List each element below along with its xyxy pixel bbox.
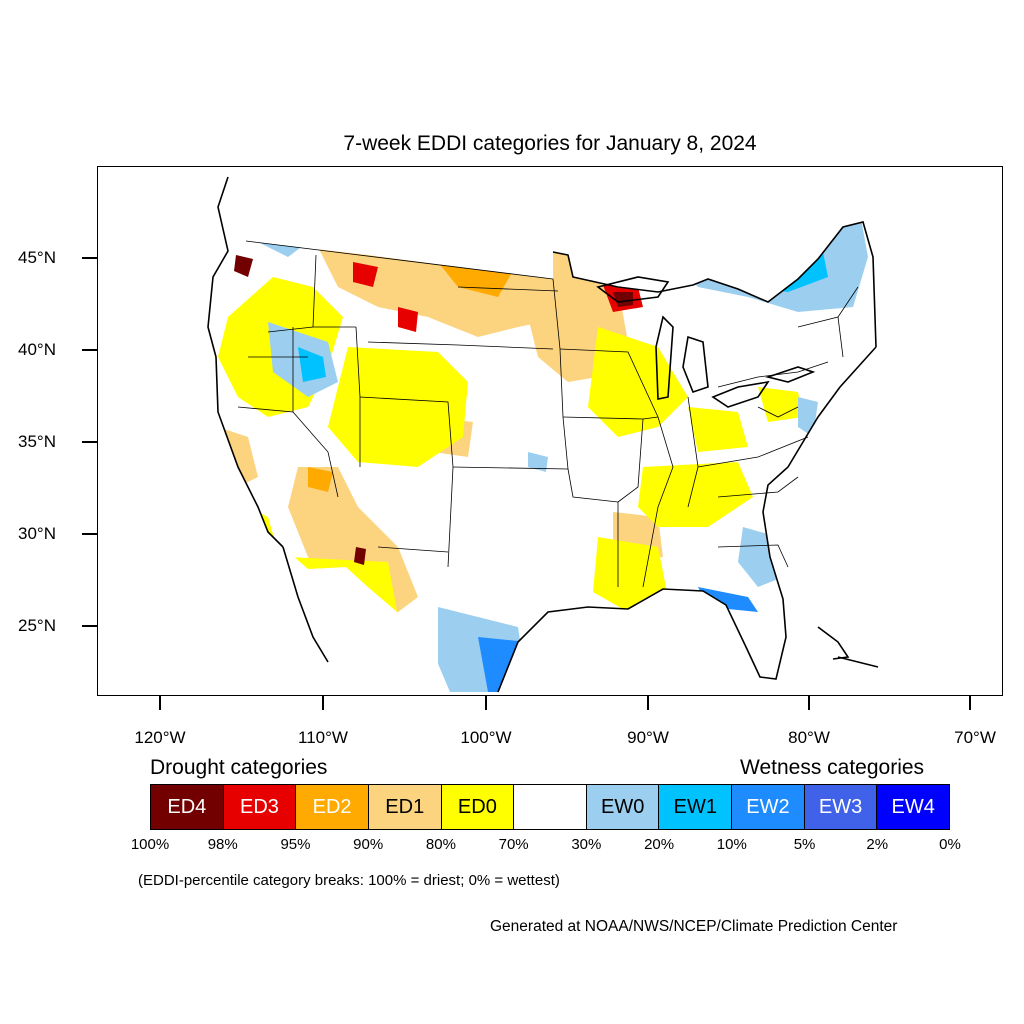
- lon-tick-mark: [647, 696, 649, 710]
- legend-break-label: 90%: [353, 836, 384, 853]
- legend-swatch-normal: [514, 785, 587, 829]
- legend-color-bar: ED4 ED3 ED2 ED1 ED0 EW0 EW1 EW2 EW3 EW4: [150, 784, 950, 830]
- lat-tick-30: 30°N: [18, 524, 56, 543]
- eddi-shading: [218, 222, 868, 692]
- lon-tick-90: 90°W: [627, 728, 669, 747]
- legend-swatch-ed0: ED0: [441, 785, 515, 829]
- state-boundaries: [237, 240, 859, 588]
- lon-tick-100: 100°W: [460, 728, 512, 747]
- legend-swatch-ew0: EW0: [586, 785, 660, 829]
- credit-line: Generated at NOAA/NWS/NCEP/Climate Predi…: [490, 918, 898, 935]
- legend-break-label: 20%: [644, 836, 675, 853]
- coastlines: [207, 176, 879, 693]
- legend-break-label: 2%: [866, 836, 889, 853]
- legend-break-label: 30%: [571, 836, 602, 853]
- lat-tick-25: 25°N: [18, 616, 56, 635]
- legend-swatch-ed2: ED2: [296, 785, 369, 829]
- legend-break-label: 100%: [130, 836, 170, 853]
- lon-tick-mark: [159, 696, 161, 710]
- lat-tick-40: 40°N: [18, 340, 56, 359]
- lat-tick-mark: [82, 257, 97, 259]
- lon-tick-110: 110°W: [298, 728, 348, 747]
- lat-tick-45: 45°N: [18, 248, 56, 267]
- wetness-categories-header: Wetness categories: [740, 756, 925, 779]
- category-breaks-note: (EDDI-percentile category breaks: 100% =…: [138, 872, 560, 889]
- lon-tick-120: 120°W: [134, 728, 186, 747]
- legend-break-label: 80%: [425, 836, 456, 853]
- legend-break-label: 98%: [207, 836, 238, 853]
- legend-break-label: 95%: [280, 836, 311, 853]
- lat-tick-35: 35°N: [18, 432, 56, 451]
- legend-swatch-ew1: EW1: [659, 785, 733, 829]
- legend-swatch-ed1: ED1: [368, 785, 442, 829]
- map-frame: [97, 166, 1003, 696]
- legend-break-label: 70%: [498, 836, 529, 853]
- lon-tick-mark: [485, 696, 487, 710]
- legend-break-label: 0%: [939, 836, 961, 853]
- legend-break-label: 10%: [716, 836, 747, 853]
- eddi-map: [207, 176, 879, 693]
- lat-tick-mark: [82, 441, 97, 443]
- lon-tick-70: 70°W: [954, 728, 996, 747]
- drought-categories-header: Drought categories: [150, 756, 328, 779]
- lon-tick-80: 80°W: [788, 728, 830, 747]
- legend-swatch-ed3: ED3: [223, 785, 297, 829]
- lat-tick-mark: [82, 349, 97, 351]
- lat-tick-mark: [82, 625, 97, 627]
- legend-swatch-ew2: EW2: [732, 785, 805, 829]
- lon-tick-mark: [808, 696, 810, 710]
- legend-swatch-ed4: ED4: [151, 785, 224, 829]
- legend-break-label: 5%: [793, 836, 816, 853]
- lon-tick-mark: [969, 696, 971, 710]
- lat-tick-mark: [82, 533, 97, 535]
- legend-swatch-ew4: EW4: [877, 785, 950, 829]
- lon-tick-mark: [322, 696, 324, 710]
- map-title: 7-week EDDI categories for January 8, 20…: [343, 132, 757, 155]
- legend-swatch-ew3: EW3: [804, 785, 878, 829]
